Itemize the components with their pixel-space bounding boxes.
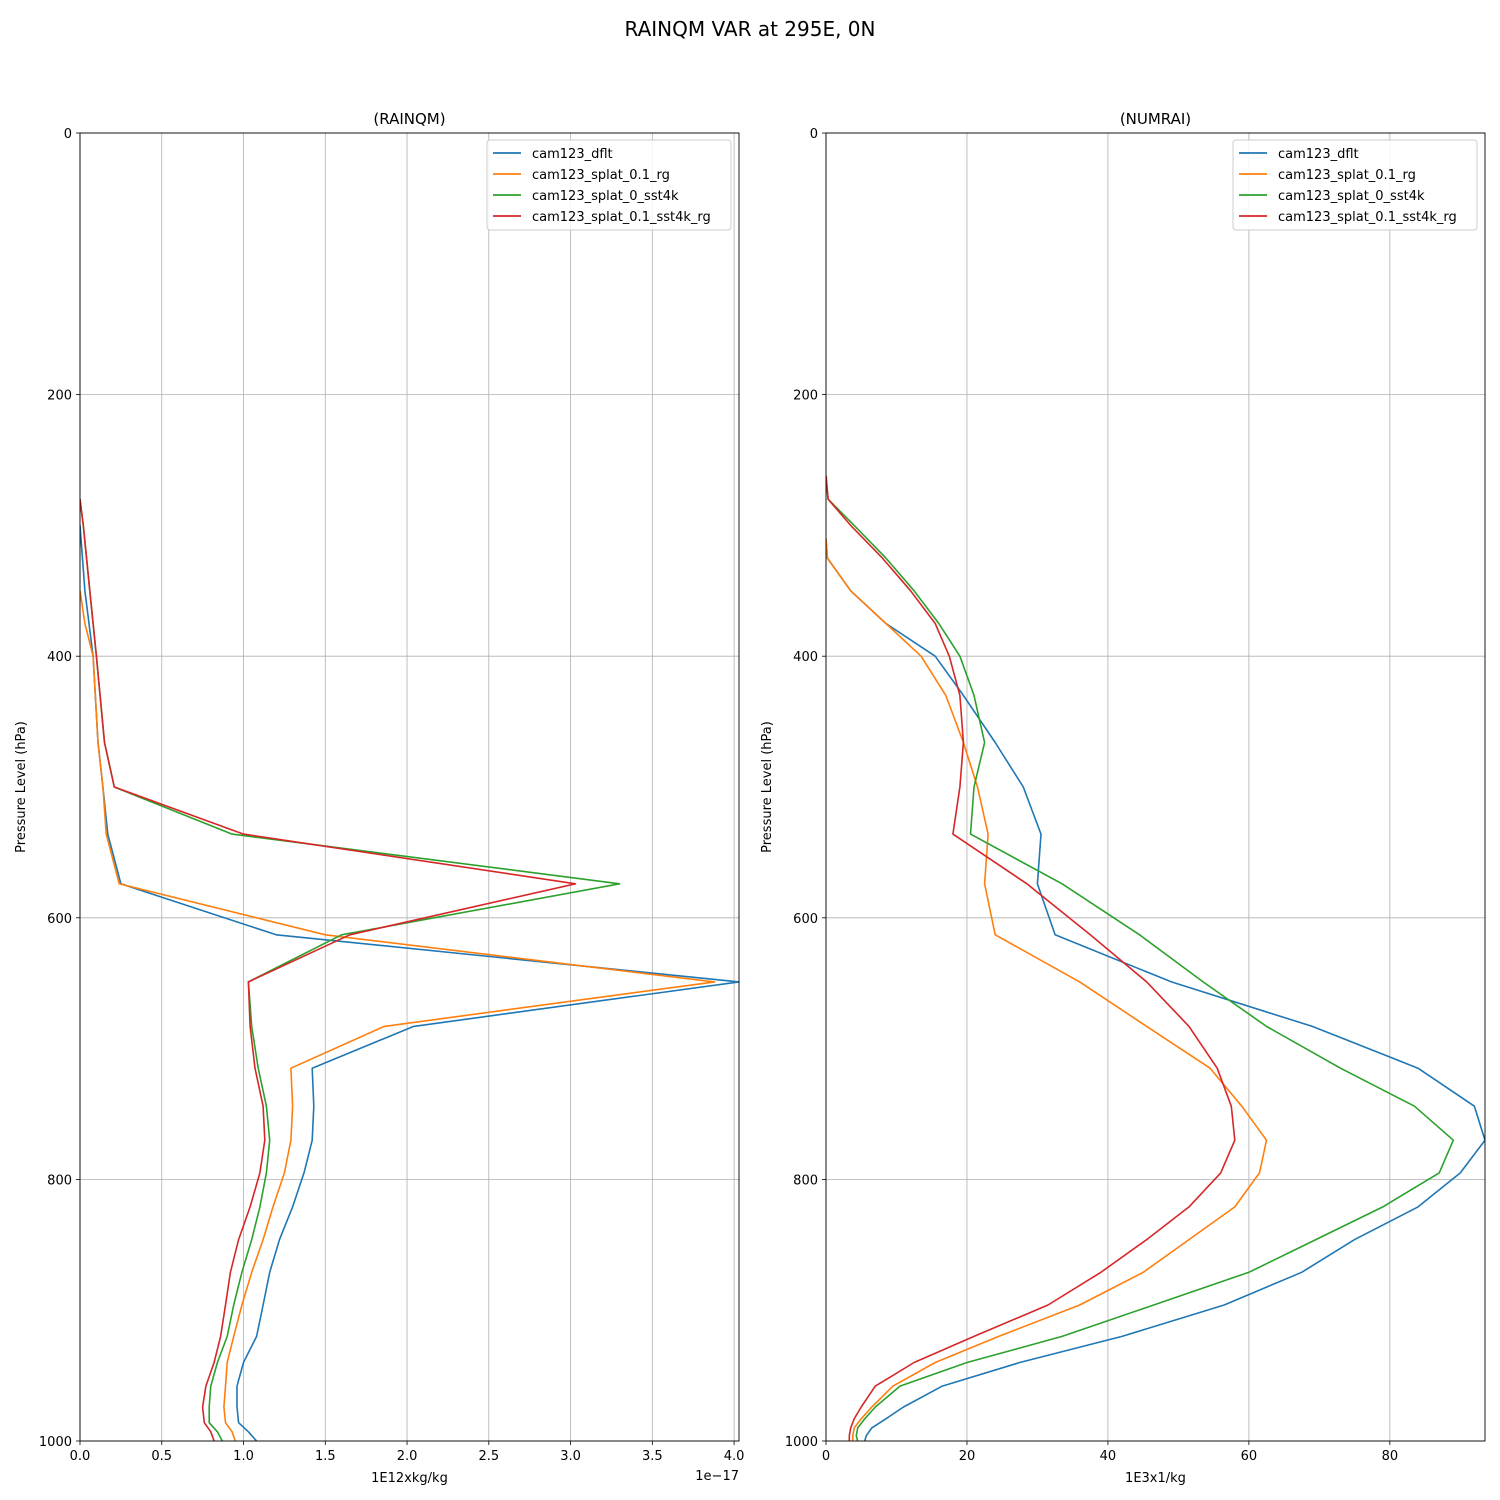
y-tick-label: 600	[793, 912, 818, 927]
y-axis-label: Pressure Level (hPa)	[760, 721, 775, 853]
figure-title: RAINQM VAR at 295E, 0N	[625, 17, 876, 41]
x-tick-label: 4.0	[724, 1449, 745, 1464]
x-tick-label: 60	[1241, 1449, 1258, 1464]
legend-label-cam123_dflt: cam123_dflt	[532, 147, 613, 162]
x-tick-label: 80	[1382, 1449, 1399, 1464]
y-tick-label: 200	[793, 389, 818, 404]
series-line-cam123_splat_0_sst4k	[80, 499, 621, 1441]
y-tick-label: 600	[47, 912, 72, 927]
x-tick-label: 2.0	[397, 1449, 418, 1464]
panel-title: (RAINQM)	[373, 110, 445, 128]
legend-box	[486, 139, 732, 231]
legend-label-cam123_splat_0.1_sst4k_rg: cam123_splat_0.1_sst4k_rg	[532, 210, 711, 225]
legend-label-cam123_dflt: cam123_dflt	[1278, 147, 1359, 162]
legend-label-cam123_splat_0_sst4k: cam123_splat_0_sst4k	[532, 189, 679, 204]
y-tick-label: 200	[47, 389, 72, 404]
x-axis-label: 1E12xkg/kg	[371, 1471, 448, 1486]
series-line-cam123_splat_0.1_rg	[80, 590, 716, 1441]
series-line-cam123_dflt	[826, 538, 1485, 1441]
y-tick-label: 800	[793, 1173, 818, 1188]
legend: cam123_dflt cam123_splat_0.1_rg cam123_spl…	[1232, 139, 1478, 231]
series-line-cam123_dflt	[80, 525, 739, 1441]
series-line-cam123_splat_0_sst4k	[826, 475, 1455, 1441]
y-tick-label: 400	[47, 650, 72, 665]
series-line-cam123_splat_0.1_rg	[826, 538, 1268, 1441]
panel-title: (NUMRAI)	[1120, 110, 1191, 128]
legend-label-cam123_splat_0.1_sst4k_rg: cam123_splat_0.1_sst4k_rg	[1278, 210, 1457, 225]
x-tick-label: 3.0	[560, 1449, 581, 1464]
x-tick-label: 0.0	[70, 1449, 91, 1464]
legend-box	[1232, 139, 1478, 231]
x-tick-label: 20	[959, 1449, 976, 1464]
legend-label-cam123_splat_0_sst4k: cam123_splat_0_sst4k	[1278, 189, 1425, 204]
series-line-cam123_splat_0.1_sst4k_rg	[80, 499, 577, 1441]
y-tick-label: 0	[64, 127, 72, 142]
x-tick-label: 0.5	[151, 1449, 172, 1464]
axes-frame	[825, 132, 1486, 1442]
x-axis-label: 1E3x1/kg	[1125, 1471, 1186, 1486]
legend: cam123_dflt cam123_splat_0.1_rg cam123_spl…	[486, 139, 732, 231]
x-tick-label: 3.5	[642, 1449, 663, 1464]
x-tick-label: 2.5	[478, 1449, 499, 1464]
x-offset-text: 1e−17	[695, 1469, 739, 1484]
x-tick-label: 1.5	[315, 1449, 336, 1464]
x-tick-label: 0	[822, 1449, 830, 1464]
legend-label-cam123_splat_0.1_rg: cam123_splat_0.1_rg	[532, 168, 670, 183]
x-tick-label: 40	[1100, 1449, 1117, 1464]
series-line-cam123_splat_0.1_sst4k_rg	[826, 475, 1236, 1441]
x-tick-label: 1.0	[233, 1449, 254, 1464]
y-tick-label: 0	[810, 127, 818, 142]
panel-rainqm: 0.0 0.5 1.0 1.5 2.0 2.5 3.0 3.5 4.0 0 200 400 600 800…	[14, 110, 744, 1486]
axes-frame	[79, 132, 740, 1442]
legend-label-cam123_splat_0.1_rg: cam123_splat_0.1_rg	[1278, 168, 1416, 183]
y-tick-label: 1000	[39, 1435, 72, 1450]
y-tick-label: 800	[47, 1173, 72, 1188]
panel-numrai: 0 20 40 60 8002004006008001000(NUMRAI)1E3x1/…	[760, 110, 1486, 1486]
y-axis-label: Pressure Level (hPa)	[14, 721, 29, 853]
y-tick-label: 1000	[785, 1435, 818, 1450]
y-tick-label: 400	[793, 650, 818, 665]
